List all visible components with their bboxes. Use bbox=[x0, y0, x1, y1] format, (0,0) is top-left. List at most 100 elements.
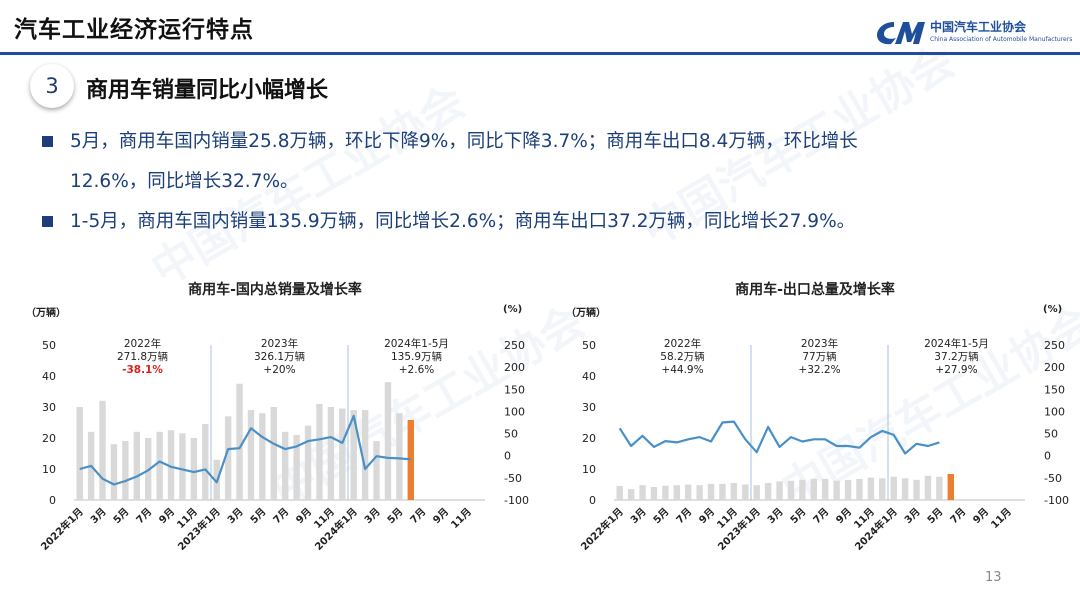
section-heading: 3 商用车销量同比小幅增长 bbox=[20, 62, 620, 112]
bar bbox=[224, 416, 232, 500]
bar bbox=[179, 433, 186, 500]
domestic-sales-chart: 商用车-国内总销量及增长率 （万辆） (%) 0 10 20 30 40 50 -100 -50 0 5… bbox=[20, 272, 530, 572]
left-tick-label: 20 bbox=[42, 432, 56, 445]
right-tick-label: 200 bbox=[504, 361, 525, 374]
right-tick-label: -50 bbox=[1044, 472, 1062, 485]
annotation-growth: +32.2% bbox=[798, 364, 840, 376]
annotation-total: 271.8万辆 bbox=[117, 350, 168, 363]
x-tick-label: 7月 bbox=[948, 506, 968, 526]
x-tick-label: 2022年1月 bbox=[38, 505, 86, 553]
right-tick-label: 200 bbox=[1044, 361, 1065, 374]
bar bbox=[247, 410, 255, 500]
bar bbox=[719, 483, 726, 500]
x-tick-label: 9月 bbox=[294, 506, 314, 526]
annotation-year: 2023年 bbox=[801, 337, 838, 350]
x-tick-label: 3月 bbox=[765, 506, 785, 526]
x-tick-label: 2022年1月 bbox=[578, 505, 626, 553]
bar bbox=[270, 407, 277, 500]
annotation-year: 2024年1-5月 bbox=[924, 337, 989, 350]
bar-highlight bbox=[947, 473, 954, 500]
bar bbox=[890, 476, 897, 500]
annotation-total: 58.2万辆 bbox=[660, 350, 704, 363]
x-tick-label: 7月 bbox=[134, 506, 154, 526]
bar bbox=[282, 431, 289, 500]
header-divider bbox=[0, 52, 1080, 55]
right-tick-label: 50 bbox=[504, 428, 518, 441]
bar bbox=[339, 408, 346, 500]
bar bbox=[373, 441, 380, 500]
page-title: 汽车工业经济运行特点 bbox=[14, 17, 254, 43]
bar bbox=[259, 413, 266, 500]
bar bbox=[810, 478, 817, 500]
left-tick-label: 40 bbox=[582, 370, 596, 383]
logo-name-cn: 中国汽车工业协会 bbox=[930, 20, 1027, 34]
annotation-year: 2023年 bbox=[261, 337, 298, 350]
bar bbox=[696, 485, 703, 500]
bar bbox=[122, 441, 129, 500]
left-tick-label: 50 bbox=[42, 339, 56, 352]
growth-rate-line bbox=[618, 420, 940, 455]
left-tick-label: 40 bbox=[42, 370, 56, 383]
bar bbox=[316, 403, 323, 500]
x-tick-label: 5月 bbox=[111, 506, 131, 526]
bar bbox=[627, 489, 635, 500]
logo-name-en: China Association of Automobile Manufact… bbox=[930, 36, 1073, 43]
x-tick-label: 9月 bbox=[157, 506, 177, 526]
bullet-text-line: 1-5月，商用车国内销量135.9万辆，同比增长2.6%；商用车出口37.2万辆… bbox=[70, 211, 856, 232]
bar bbox=[867, 477, 875, 500]
bullet-square-icon bbox=[42, 216, 53, 227]
right-tick-label: 50 bbox=[1044, 428, 1058, 441]
bullet-text-line: 12.6%，同比增长32.7%。 bbox=[70, 171, 299, 192]
bar bbox=[110, 444, 118, 500]
left-tick-label: 30 bbox=[42, 401, 56, 414]
x-tick-label: 9月 bbox=[697, 506, 717, 526]
bar bbox=[764, 482, 772, 500]
bar bbox=[133, 431, 140, 500]
right-tick-label: 0 bbox=[504, 450, 511, 463]
right-tick-label: 150 bbox=[1044, 383, 1065, 396]
annotation-growth: +27.9% bbox=[935, 364, 977, 376]
right-tick-label: 0 bbox=[1044, 450, 1051, 463]
bar bbox=[236, 383, 243, 500]
bar bbox=[673, 485, 680, 500]
bar bbox=[99, 400, 106, 500]
section-number: 3 bbox=[30, 64, 74, 108]
bar bbox=[913, 479, 920, 500]
x-tick-label: 7月 bbox=[811, 506, 831, 526]
left-tick-label: 0 bbox=[49, 494, 56, 507]
bar bbox=[361, 410, 369, 500]
annotation-year: 2022年 bbox=[124, 337, 161, 350]
bar bbox=[822, 478, 829, 500]
left-tick-label: 0 bbox=[589, 494, 596, 507]
chart-title: 商用车-国内总销量及增长率 bbox=[188, 281, 362, 298]
x-tick-label: 9月 bbox=[431, 506, 451, 526]
annotation-growth: +2.6% bbox=[399, 364, 434, 376]
x-tick-label: 9月 bbox=[971, 506, 991, 526]
chart-svg: 商用车-国内总销量及增长率 （万辆） (%) 0 10 20 30 40 50 -100 -50 0 5… bbox=[26, 281, 529, 553]
right-axis-unit: (%) bbox=[503, 304, 522, 315]
annotation-total: 77万辆 bbox=[802, 350, 836, 363]
bar bbox=[202, 424, 209, 500]
bar bbox=[293, 434, 300, 500]
left-tick-label: 30 bbox=[582, 401, 596, 414]
bar bbox=[787, 480, 795, 500]
x-tick-label: 9月 bbox=[834, 506, 854, 526]
bar bbox=[776, 481, 783, 500]
bar bbox=[327, 407, 335, 500]
x-tick-label: 3月 bbox=[362, 506, 382, 526]
growth-rate-line bbox=[79, 414, 411, 486]
right-tick-label: 250 bbox=[504, 339, 525, 352]
right-tick-label: -50 bbox=[504, 472, 522, 485]
right-tick-label: 100 bbox=[1044, 405, 1065, 418]
bar bbox=[616, 486, 623, 500]
bar bbox=[833, 480, 840, 500]
section-title: 商用车销量同比小幅增长 bbox=[86, 78, 329, 103]
right-tick-label: -100 bbox=[1044, 494, 1069, 507]
export-chart: 商用车-出口总量及增长率 （万辆） (%) 0 10 20 30 40 50 -100 -50 0 50… bbox=[560, 272, 1070, 572]
bar bbox=[76, 407, 83, 500]
left-tick-label: 10 bbox=[42, 463, 56, 476]
bullet-square-icon bbox=[42, 136, 53, 147]
bar bbox=[730, 482, 738, 500]
